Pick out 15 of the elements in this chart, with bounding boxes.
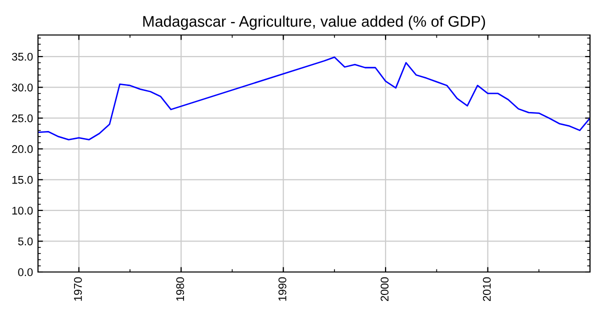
- x-tick-label: 1990: [278, 277, 286, 301]
- y-tick-label: 0.0: [18, 268, 33, 276]
- y-tick-label: 5.0: [18, 237, 33, 246]
- y-tick-label: 30.0: [12, 84, 33, 92]
- x-tick-label: 2010: [482, 277, 491, 302]
- y-tick-label: 35.0: [12, 52, 33, 61]
- line-series: [38, 56, 590, 140]
- y-tick-label: 25.0: [12, 114, 33, 122]
- y-tick-label: 20.0: [12, 145, 33, 154]
- x-tick-label: 2000: [380, 277, 389, 302]
- x-tick-label: 1980: [176, 277, 184, 301]
- x-tick-label: 1970: [74, 277, 82, 301]
- y-tick-label: 15.0: [12, 176, 33, 184]
- y-tick-label: 10.0: [12, 206, 33, 215]
- chart-title: Madagascar - Agriculture, value added (% of GDP): [143, 16, 486, 30]
